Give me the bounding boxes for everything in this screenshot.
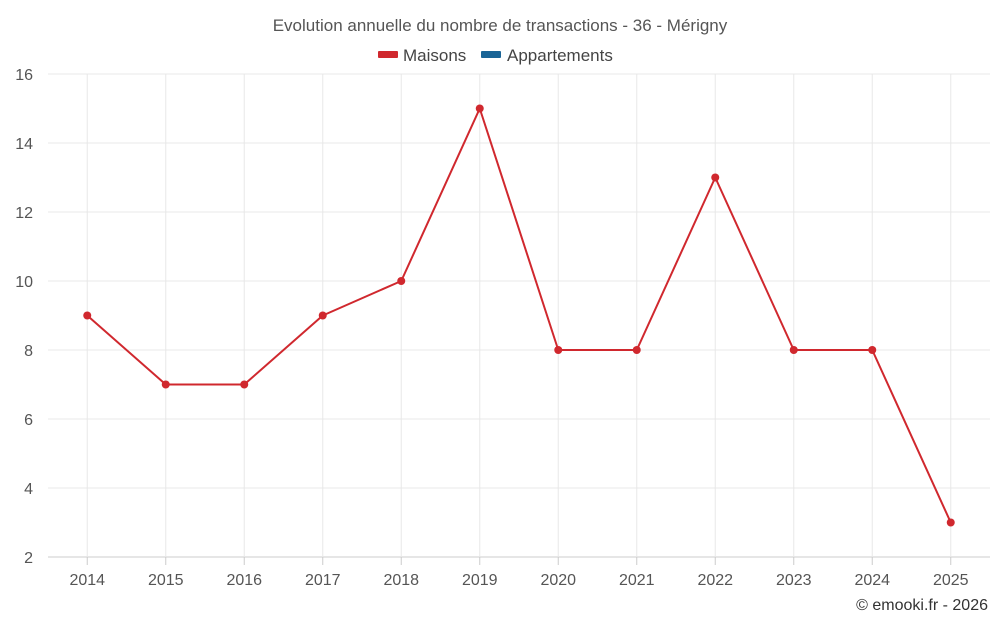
chart-title: Evolution annuelle du nombre de transact…: [273, 16, 728, 35]
y-tick-label: 12: [15, 205, 33, 222]
y-tick-label: 16: [15, 67, 33, 84]
data-point-maisons-2023[interactable]: [789, 346, 798, 354]
data-point-maisons-2024[interactable]: [868, 346, 877, 354]
y-axis: 2 4 6 8 10 12 14 16: [15, 67, 33, 567]
legend: Maisons Appartements: [378, 46, 613, 65]
credit-text: © emooki.fr - 2026: [856, 597, 988, 614]
data-point-maisons-2017[interactable]: [318, 311, 327, 320]
y-tick-label: 6: [24, 412, 33, 429]
x-tick-label: 2018: [383, 572, 419, 589]
x-tick-label: 2014: [69, 572, 105, 589]
x-tick-label: 2020: [540, 572, 576, 589]
data-point-maisons-2020[interactable]: [554, 346, 563, 354]
data-point-maisons-2014[interactable]: [83, 311, 92, 320]
data-point-maisons-2015[interactable]: [161, 380, 170, 389]
y-tick-label: 8: [24, 343, 33, 360]
y-tick-label: 14: [15, 136, 33, 153]
x-tick-label: 2019: [462, 572, 498, 589]
x-tick-label: 2021: [619, 572, 655, 589]
x-tick-label: 2023: [776, 572, 812, 589]
series-group: [83, 104, 955, 527]
x-tick-label: 2017: [305, 572, 341, 589]
x-tick-label: 2025: [933, 572, 969, 589]
data-point-maisons-2019[interactable]: [475, 104, 484, 113]
y-tick-label: 2: [24, 550, 33, 567]
x-tick-label: 2015: [148, 572, 184, 589]
data-point-maisons-2018[interactable]: [397, 277, 406, 285]
x-tick-label: 2024: [854, 572, 890, 589]
data-point-maisons-2022[interactable]: [711, 173, 720, 182]
data-point-maisons-2016[interactable]: [240, 380, 249, 389]
x-tick-label: 2022: [697, 572, 733, 589]
legend-label-maisons[interactable]: Maisons: [403, 46, 466, 65]
series-line-maisons: [86, 107, 952, 523]
data-point-maisons-2021[interactable]: [632, 346, 641, 354]
data-point-maisons-2025[interactable]: [946, 518, 955, 527]
legend-label-appartements[interactable]: Appartements: [507, 46, 613, 65]
y-tick-label: 4: [24, 481, 33, 498]
x-tick-label: 2016: [226, 572, 262, 589]
gridlines: [48, 73, 990, 558]
x-axis: 2014 2015 2016 2017 2018 2019 2020 2021 2022 2023…: [69, 557, 969, 589]
y-tick-label: 10: [15, 274, 33, 291]
legend-swatch-maisons[interactable]: [378, 51, 398, 58]
legend-swatch-appartements[interactable]: [481, 51, 501, 58]
